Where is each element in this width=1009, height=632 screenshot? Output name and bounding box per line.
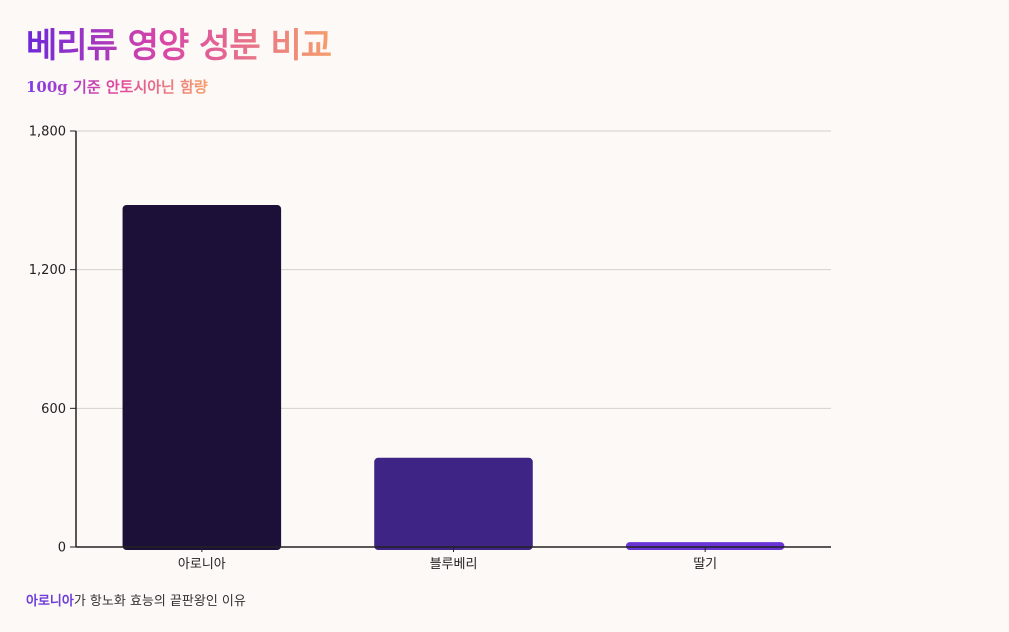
axes: 0 600 1,200 1,800 아로니아 블루베리 딸기 [29, 125, 831, 572]
footnote: 아로니아가 항노화 효능의 끝판왕인 이유 [26, 590, 246, 609]
bar-1 [122, 204, 282, 550]
bar-3 [625, 542, 785, 550]
y-tick-label: 1,800 [29, 125, 66, 140]
bar-2 [374, 457, 533, 550]
chart-title: 베리류 영양 성분 비교 [26, 18, 332, 67]
footnote-highlight: 아로니아 [26, 594, 74, 609]
y-tick-label: 1,200 [29, 263, 66, 278]
y-tick-label: 0 [58, 541, 66, 556]
bars [122, 204, 785, 550]
x-tick-label: 아로니아 [178, 557, 226, 572]
footnote-text: 가 항노화 효능의 끝판왕인 이유 [73, 594, 246, 609]
y-tick-label: 600 [41, 402, 66, 417]
x-tick-label: 딸기 [693, 557, 717, 572]
x-tick-label: 블루베리 [430, 557, 478, 572]
